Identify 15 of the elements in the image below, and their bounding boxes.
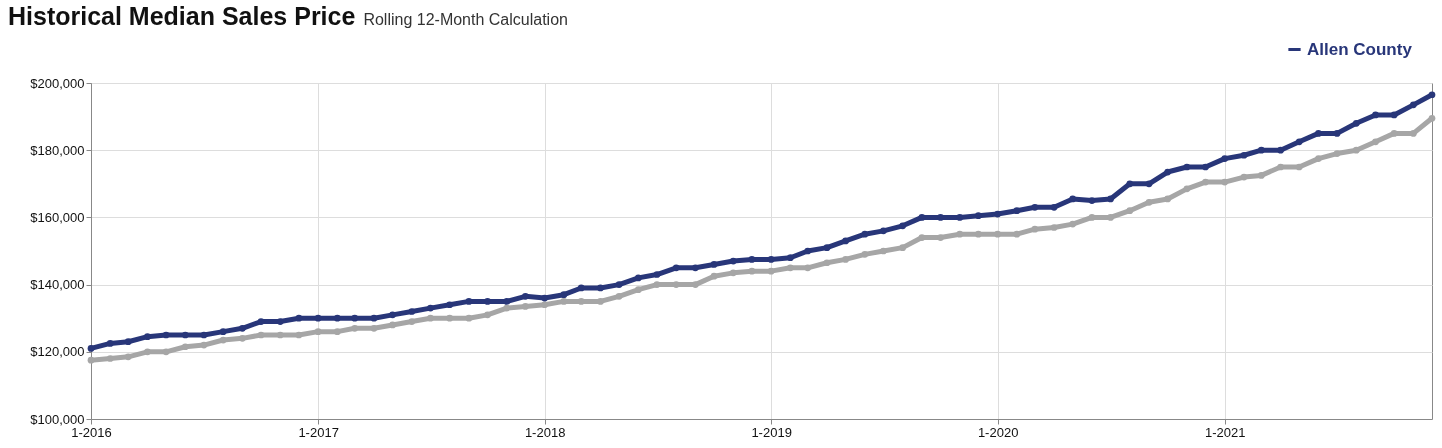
legend-label: Allen County	[1307, 39, 1413, 59]
y-tick-label: $160,000	[30, 209, 85, 225]
x-tick-label: 1-2017	[298, 424, 339, 440]
x-tick-label: 1-2020	[977, 424, 1019, 440]
y-tick-label: $120,000	[30, 344, 85, 360]
y-tick-label: $200,000	[30, 75, 85, 91]
x-tick-label: 1-2016	[71, 424, 112, 440]
y-tick-label: $100,000	[30, 411, 85, 427]
y-tick-label: $180,000	[30, 142, 85, 158]
chart-subtitle: Rolling 12-Month Calculation	[363, 11, 568, 28]
x-tick-label: 1-2019	[751, 424, 792, 440]
x-tick-label: 1-2018	[524, 424, 566, 440]
y-tick-label: $140,000	[30, 277, 85, 293]
chart-title: Historical Median Sales Price	[8, 2, 356, 30]
x-tick-label: 1-2021	[1205, 424, 1246, 440]
